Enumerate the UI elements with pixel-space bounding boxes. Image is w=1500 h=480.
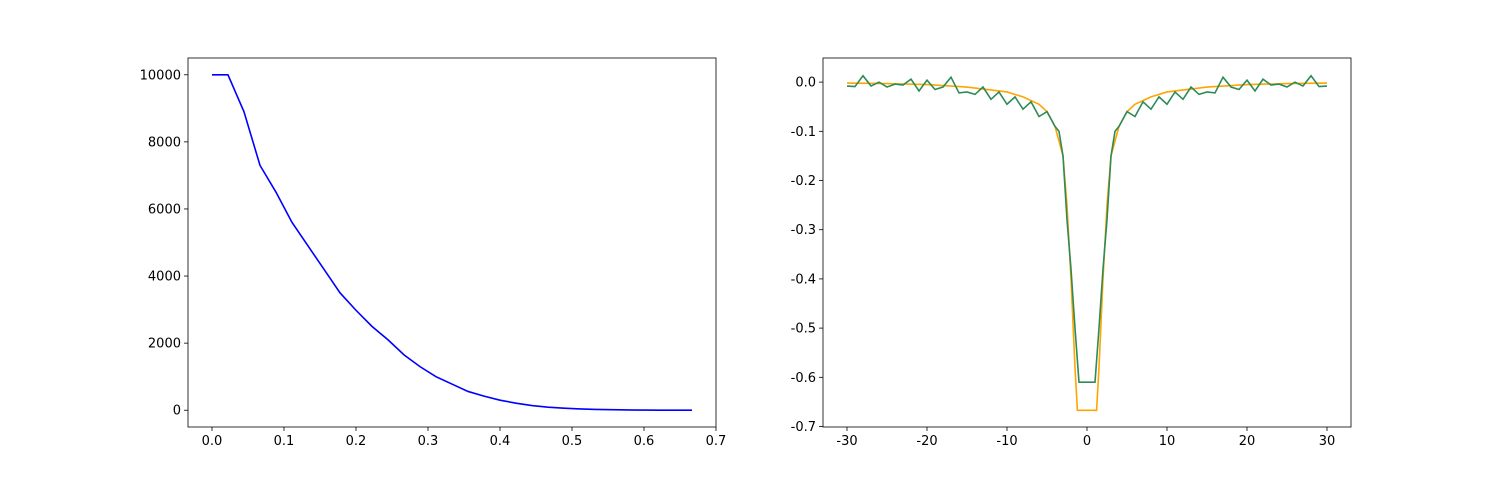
x-tick-label: 0.6: [634, 434, 655, 449]
y-tick-label: 2000: [148, 337, 181, 352]
x-tick-label: 0.4: [490, 434, 511, 449]
data-line: [211, 73, 693, 412]
x-tick-label: 0.3: [418, 434, 439, 449]
y-tick-label: 8000: [148, 135, 181, 150]
data-line: [846, 74, 1328, 384]
x-tick-label: 30: [1319, 434, 1336, 449]
axes-frame: [822, 57, 1352, 428]
y-tick-label: 0: [173, 404, 181, 419]
x-tick-label: 0.0: [202, 434, 223, 449]
x-tick-label: 10: [1159, 434, 1176, 449]
x-tick-label: -30: [836, 434, 857, 449]
y-tick-label: 10000: [140, 68, 181, 83]
x-tick-label: 0.2: [346, 434, 367, 449]
data-line: [846, 82, 1328, 412]
y-tick-label: -0.4: [791, 272, 816, 287]
y-tick-label: 0.0: [795, 76, 816, 91]
y-tick-label: -0.6: [791, 371, 816, 386]
y-tick-label: 4000: [148, 270, 181, 285]
x-tick-label: -20: [916, 434, 937, 449]
y-tick-label: 6000: [148, 202, 181, 217]
y-tick-label: -0.7: [791, 420, 816, 435]
y-tick-label: -0.2: [791, 174, 816, 189]
x-tick-label: 0.5: [562, 434, 583, 449]
x-tick-label: 0.7: [706, 434, 727, 449]
axes-frame: [187, 57, 717, 428]
y-tick-label: -0.3: [791, 223, 816, 238]
x-tick-label: -10: [996, 434, 1017, 449]
x-tick-label: 0.1: [274, 434, 295, 449]
y-tick-label: -0.5: [791, 322, 816, 337]
x-tick-label: 20: [1239, 434, 1256, 449]
y-tick-label: -0.1: [791, 125, 816, 140]
x-tick-label: 0: [1083, 434, 1091, 449]
